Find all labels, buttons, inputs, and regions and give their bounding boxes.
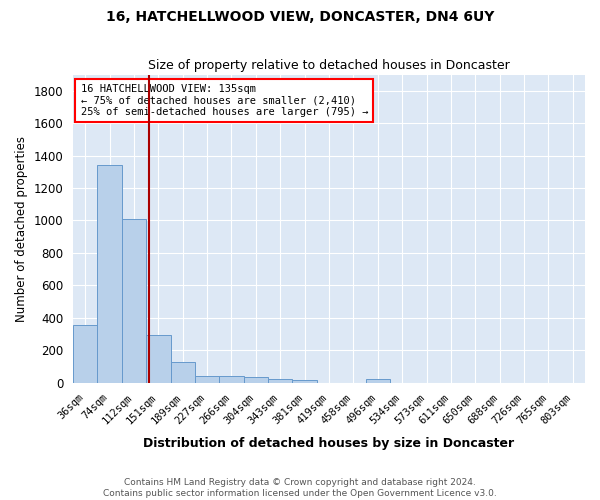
Bar bbox=[220, 376, 244, 382]
Text: 16, HATCHELLWOOD VIEW, DONCASTER, DN4 6UY: 16, HATCHELLWOOD VIEW, DONCASTER, DN4 6U… bbox=[106, 10, 494, 24]
Bar bbox=[365, 380, 390, 382]
Bar bbox=[122, 219, 146, 382]
Bar bbox=[195, 376, 220, 382]
Bar bbox=[292, 380, 317, 382]
Bar bbox=[73, 325, 97, 382]
Bar bbox=[97, 166, 122, 382]
Bar bbox=[146, 335, 170, 382]
Text: Contains HM Land Registry data © Crown copyright and database right 2024.
Contai: Contains HM Land Registry data © Crown c… bbox=[103, 478, 497, 498]
X-axis label: Distribution of detached houses by size in Doncaster: Distribution of detached houses by size … bbox=[143, 437, 515, 450]
Bar bbox=[244, 377, 268, 382]
Bar bbox=[170, 362, 195, 382]
Title: Size of property relative to detached houses in Doncaster: Size of property relative to detached ho… bbox=[148, 59, 510, 72]
Text: 16 HATCHELLWOOD VIEW: 135sqm
← 75% of detached houses are smaller (2,410)
25% of: 16 HATCHELLWOOD VIEW: 135sqm ← 75% of de… bbox=[81, 84, 368, 117]
Y-axis label: Number of detached properties: Number of detached properties bbox=[15, 136, 28, 322]
Bar bbox=[268, 380, 292, 382]
